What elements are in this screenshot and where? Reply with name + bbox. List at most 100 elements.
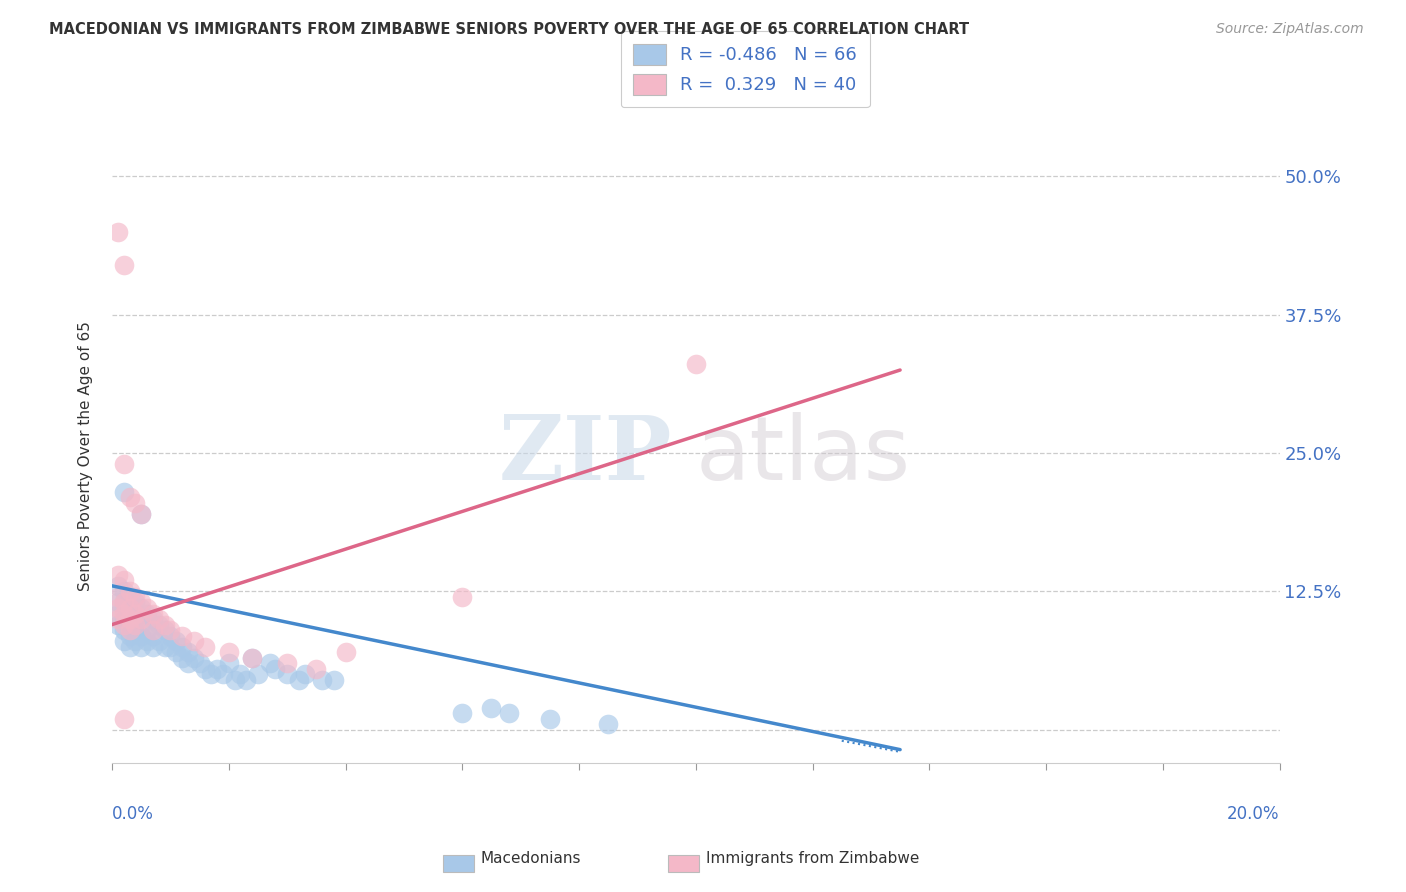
Point [112, 607, 135, 621]
Point [107, 607, 129, 621]
Point [305, 662, 328, 676]
Point [264, 662, 287, 676]
Point [194, 662, 217, 676]
Point [118, 601, 141, 615]
Point [136, 634, 159, 648]
Point [212, 667, 235, 681]
Point [294, 667, 316, 681]
Text: 20.0%: 20.0% [1227, 805, 1279, 823]
Point [246, 667, 269, 681]
Point [311, 673, 333, 687]
Point [159, 623, 181, 637]
Point [129, 629, 152, 643]
Text: Source: ZipAtlas.com: Source: ZipAtlas.com [1216, 22, 1364, 37]
Point [112, 574, 135, 588]
Point [129, 595, 152, 609]
Point [183, 634, 205, 648]
Point [229, 667, 252, 681]
Point [177, 657, 200, 671]
Point [170, 650, 193, 665]
Point [118, 629, 141, 643]
Point [235, 673, 257, 687]
Text: 0.0%: 0.0% [112, 805, 153, 823]
Point [259, 657, 281, 671]
Point [200, 667, 222, 681]
Text: Macedonians: Macedonians [481, 851, 581, 865]
Text: atlas: atlas [696, 412, 911, 500]
Point [107, 225, 129, 239]
Point [498, 706, 520, 720]
Point [129, 612, 152, 626]
Point [136, 607, 159, 621]
Point [142, 640, 165, 654]
Point [183, 650, 205, 665]
Point [112, 617, 135, 632]
Point [124, 612, 146, 626]
Text: ZIP: ZIP [499, 412, 672, 500]
Point [118, 584, 141, 599]
Point [118, 623, 141, 637]
Point [288, 673, 311, 687]
Point [129, 507, 152, 521]
Point [129, 507, 152, 521]
Point [322, 673, 344, 687]
Point [112, 623, 135, 637]
Point [118, 640, 141, 654]
Point [451, 706, 474, 720]
Point [205, 662, 228, 676]
Point [538, 712, 561, 726]
Point [165, 645, 187, 659]
Point [240, 650, 263, 665]
Point [124, 595, 146, 609]
Point [118, 617, 141, 632]
Point [124, 623, 146, 637]
Point [107, 595, 129, 609]
Point [112, 634, 135, 648]
Point [153, 640, 176, 654]
Point [194, 640, 217, 654]
Point [177, 645, 200, 659]
Point [481, 700, 503, 714]
Point [598, 717, 620, 731]
Point [107, 579, 129, 593]
Point [142, 607, 165, 621]
Y-axis label: Seniors Poverty Over the Age of 65: Seniors Poverty Over the Age of 65 [79, 321, 93, 591]
Legend: R = -0.486   N = 66, R =  0.329   N = 40: R = -0.486 N = 66, R = 0.329 N = 40 [620, 31, 869, 107]
Text: MACEDONIAN VS IMMIGRANTS FROM ZIMBABWE SENIORS POVERTY OVER THE AGE OF 65 CORREL: MACEDONIAN VS IMMIGRANTS FROM ZIMBABWE S… [49, 22, 969, 37]
Point [129, 640, 152, 654]
Point [335, 645, 357, 659]
Point [165, 634, 187, 648]
Point [112, 584, 135, 599]
Point [124, 590, 146, 604]
Point [148, 634, 170, 648]
Point [136, 623, 159, 637]
Point [107, 567, 129, 582]
Point [224, 673, 246, 687]
Point [107, 612, 129, 626]
Point [112, 484, 135, 499]
Point [124, 607, 146, 621]
Point [153, 623, 176, 637]
Point [118, 491, 141, 505]
Point [124, 617, 146, 632]
Point [112, 712, 135, 726]
Point [188, 657, 211, 671]
Point [159, 629, 181, 643]
Point [118, 612, 141, 626]
Point [218, 645, 240, 659]
Point [112, 595, 135, 609]
Point [170, 640, 193, 654]
Point [107, 617, 129, 632]
Point [148, 617, 170, 632]
Point [218, 657, 240, 671]
Point [112, 595, 135, 609]
Point [107, 601, 129, 615]
Point [240, 650, 263, 665]
Point [118, 601, 141, 615]
Point [112, 612, 135, 626]
Point [148, 612, 170, 626]
Point [142, 629, 165, 643]
Point [112, 457, 135, 471]
Point [124, 634, 146, 648]
Point [124, 496, 146, 510]
